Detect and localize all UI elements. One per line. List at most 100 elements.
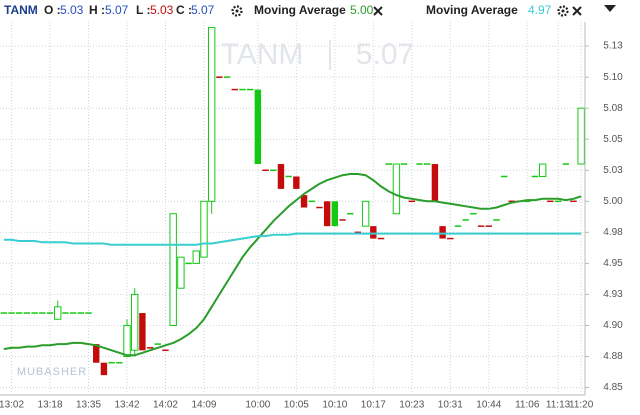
settings-icon[interactable]: [231, 5, 243, 17]
x-tick-label: 10:05: [284, 400, 309, 411]
candle-body: [300, 195, 308, 208]
candle-body: [131, 293, 139, 351]
candle-body: [270, 169, 277, 172]
x-tick-label: 13:18: [38, 400, 63, 411]
readout-value: 5.07: [105, 3, 129, 17]
readout-label: C :: [176, 3, 192, 17]
candle-body: [177, 256, 185, 289]
candle-body: [77, 312, 85, 314]
candle-body: [231, 88, 238, 91]
close-icon[interactable]: [373, 6, 383, 16]
candle-body: [570, 200, 577, 203]
y-tick-label: 4.85: [603, 382, 623, 393]
candle-body: [316, 206, 323, 209]
candle-body: [554, 200, 562, 203]
moving-average-line: [3, 173, 582, 357]
x-tick-label: 13:42: [114, 400, 139, 411]
x-tick-label: 14:02: [153, 400, 178, 411]
watermark-close: 5.07: [356, 38, 414, 71]
legend-label: Moving Average: [426, 3, 518, 17]
candle-body: [62, 312, 69, 314]
candle-body: [46, 312, 54, 314]
candle-body: [93, 344, 100, 363]
close-icon[interactable]: [572, 6, 582, 16]
logo: MUBASHER: [17, 366, 87, 378]
candle-body: [262, 169, 269, 172]
symbol: TANM: [4, 3, 38, 17]
y-tick-label: 5.03: [603, 165, 623, 176]
dropdown-icon[interactable]: [604, 5, 616, 12]
candle-body: [447, 237, 454, 240]
candle-body: [108, 361, 115, 364]
marks-layer: [0, 26, 585, 376]
y-tick-label: 5.00: [603, 196, 623, 207]
candle-body: [562, 163, 569, 165]
candle-body: [431, 164, 439, 202]
candle-body: [69, 312, 77, 314]
candle-body: [254, 89, 262, 165]
x-tick-label: 10:31: [438, 400, 463, 411]
candle-body: [223, 76, 231, 78]
candle-body: [277, 164, 285, 189]
candle-body: [331, 201, 339, 227]
y-tick-label: 4.93: [603, 289, 623, 300]
candle-body: [439, 226, 446, 239]
y-tick-label: 4.90: [603, 320, 623, 331]
candle-body: [39, 312, 46, 314]
candle-body: [162, 349, 169, 352]
candle-body: [16, 312, 23, 314]
candle-body: [139, 313, 146, 351]
candle-body: [392, 163, 401, 215]
candle-body: [169, 213, 177, 326]
candle-body: [354, 231, 362, 234]
candle-body: [308, 200, 315, 203]
candle-body: [339, 219, 346, 221]
readout-value: 5.07: [191, 3, 215, 17]
x-tick-label: 10:00: [245, 400, 270, 411]
candle-body: [216, 76, 223, 78]
candle-body: [524, 200, 531, 203]
x-tick-label: 10:10: [322, 400, 347, 411]
watermark: TANM 5.07 MUBASHER: [17, 38, 414, 378]
candle-body: [185, 262, 192, 265]
candle-body: [31, 312, 38, 314]
candle-body: [370, 226, 377, 239]
y-tick-label: 5.13: [603, 41, 623, 52]
candle-body: [531, 175, 539, 178]
y-tick-label: 5.10: [603, 72, 623, 83]
y-tick-label: 5.08: [603, 103, 623, 114]
candle-body: [385, 163, 392, 165]
candle-body: [285, 175, 292, 178]
candle-body: [246, 88, 254, 91]
x-tick-label: 13:02: [0, 400, 24, 411]
candle-body: [508, 200, 516, 203]
candle-body: [424, 163, 431, 165]
header: TANM O : 5.03 H : 5.07 L : 5.03 C : 5.07…: [4, 3, 616, 17]
settings-icon[interactable]: [557, 5, 569, 17]
candle-body: [577, 107, 585, 165]
candle-body: [200, 200, 208, 258]
readout-label: H :: [89, 3, 105, 17]
candle-body: [23, 312, 31, 314]
candle-body: [470, 212, 477, 215]
candle-body: [154, 343, 161, 345]
candle-body: [462, 219, 469, 221]
readout-label: L :: [136, 3, 150, 17]
moving-average-line: [3, 232, 582, 246]
legend-label: Moving Average: [254, 3, 346, 17]
candle-body: [54, 306, 62, 320]
x-tick-label: 11:13: [546, 400, 571, 411]
x-tick-label: 10:44: [476, 400, 501, 411]
candle-body: [361, 200, 370, 227]
readout-value: 5.03: [150, 3, 174, 17]
candle-body: [0, 312, 8, 314]
candle-body: [400, 163, 408, 165]
y-tick-label: 4.98: [603, 227, 623, 238]
candle-body: [100, 362, 108, 376]
candle-body: [146, 347, 154, 349]
candle-body: [416, 163, 423, 165]
legend-value: 4.97: [528, 3, 552, 17]
y-tick-label: 5.05: [603, 134, 623, 145]
x-tick-label: 14:09: [191, 400, 216, 411]
